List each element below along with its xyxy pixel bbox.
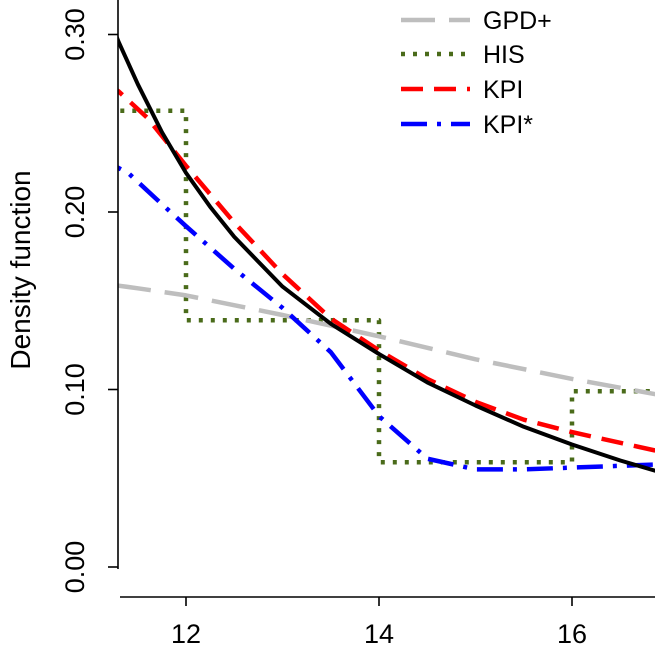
legend-label: GPD+ <box>483 7 552 35</box>
series-line-unnamed <box>118 34 655 473</box>
y-tick-label: 0.10 <box>60 363 90 416</box>
y-tick-label: 0.20 <box>60 186 90 239</box>
y-axis-title: Density function <box>5 170 36 369</box>
legend: GPD+ HIS KPI KPI* <box>401 7 552 139</box>
series-line-kpi <box>118 88 655 453</box>
series-lines <box>118 34 655 473</box>
axes: 12141618200.000.100.200.30 <box>60 0 655 649</box>
legend-label: HIS <box>483 41 525 69</box>
series-line-kpi- <box>118 165 655 472</box>
y-tick-label: 0.30 <box>60 8 90 61</box>
legend-label: KPI <box>483 76 523 104</box>
x-tick-label: 12 <box>171 619 201 649</box>
legend-label: KPI* <box>483 111 533 139</box>
series-line-gpd- <box>118 283 655 397</box>
x-tick-label: 16 <box>557 619 587 649</box>
y-tick-label: 0.00 <box>60 541 90 594</box>
x-tick-label: 14 <box>364 619 394 649</box>
